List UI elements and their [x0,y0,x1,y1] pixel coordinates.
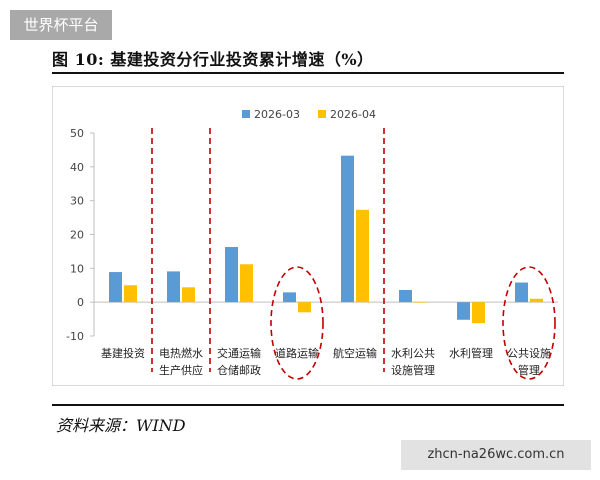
bar-series2 [124,285,137,303]
category-label: 交通运输 [217,346,261,360]
bar-series1 [341,155,354,303]
legend-label: 2026-04 [330,108,376,121]
source-note: 资料来源：WIND [56,416,186,435]
bar-series1 [515,282,528,303]
bar-series1 [457,302,470,320]
category-label: 水利管理 [449,346,493,360]
y-tick-label: 0 [77,296,84,309]
category-label: 仓储邮政 [217,363,261,377]
category-label: 公共设施 [507,347,551,360]
y-tick-label: 10 [70,262,84,275]
y-tick-label: 50 [70,127,84,140]
bar-series1 [167,271,180,303]
category-label: 生产供应 [159,363,203,377]
bar-series2 [182,287,195,303]
legend-label: 2026-03 [254,108,300,121]
watermark-top: 世界杯平台 [10,10,112,40]
category-label: 水利公共 [391,347,435,360]
bar-series2 [356,209,369,303]
category-label: 管理 [518,363,540,377]
category-label: 设施管理 [391,363,435,377]
chart-frame [52,86,564,386]
legend-swatch [318,110,326,118]
bar-series1 [399,289,412,303]
title-rule [52,72,564,74]
bar-series2 [298,302,311,313]
y-tick-label: 40 [70,161,84,174]
bar-series2 [414,302,427,303]
bar-series1 [225,247,238,303]
category-label: 航空运输 [333,346,377,360]
bar-series2 [472,302,485,324]
highlight-circle [270,266,324,380]
watermark-bottom: zhcn-na26wc.com.cn [401,440,591,470]
bar-series2 [240,264,253,303]
source-rule [52,404,564,406]
y-tick-label: -10 [66,330,84,343]
category-label: 道路运输 [275,346,319,360]
y-tick-label: 20 [70,229,84,242]
category-label: 电热燃水 [159,346,203,360]
bar-series2 [530,298,543,303]
bar-series1 [283,292,296,303]
legend-swatch [242,110,250,118]
chart-title: 图 10: 基建投资分行业投资累计增速（%） [52,50,374,69]
highlight-circle [502,266,556,380]
y-tick-label: 30 [70,195,84,208]
bar-series1 [109,272,122,303]
category-label: 基建投资 [101,346,145,360]
